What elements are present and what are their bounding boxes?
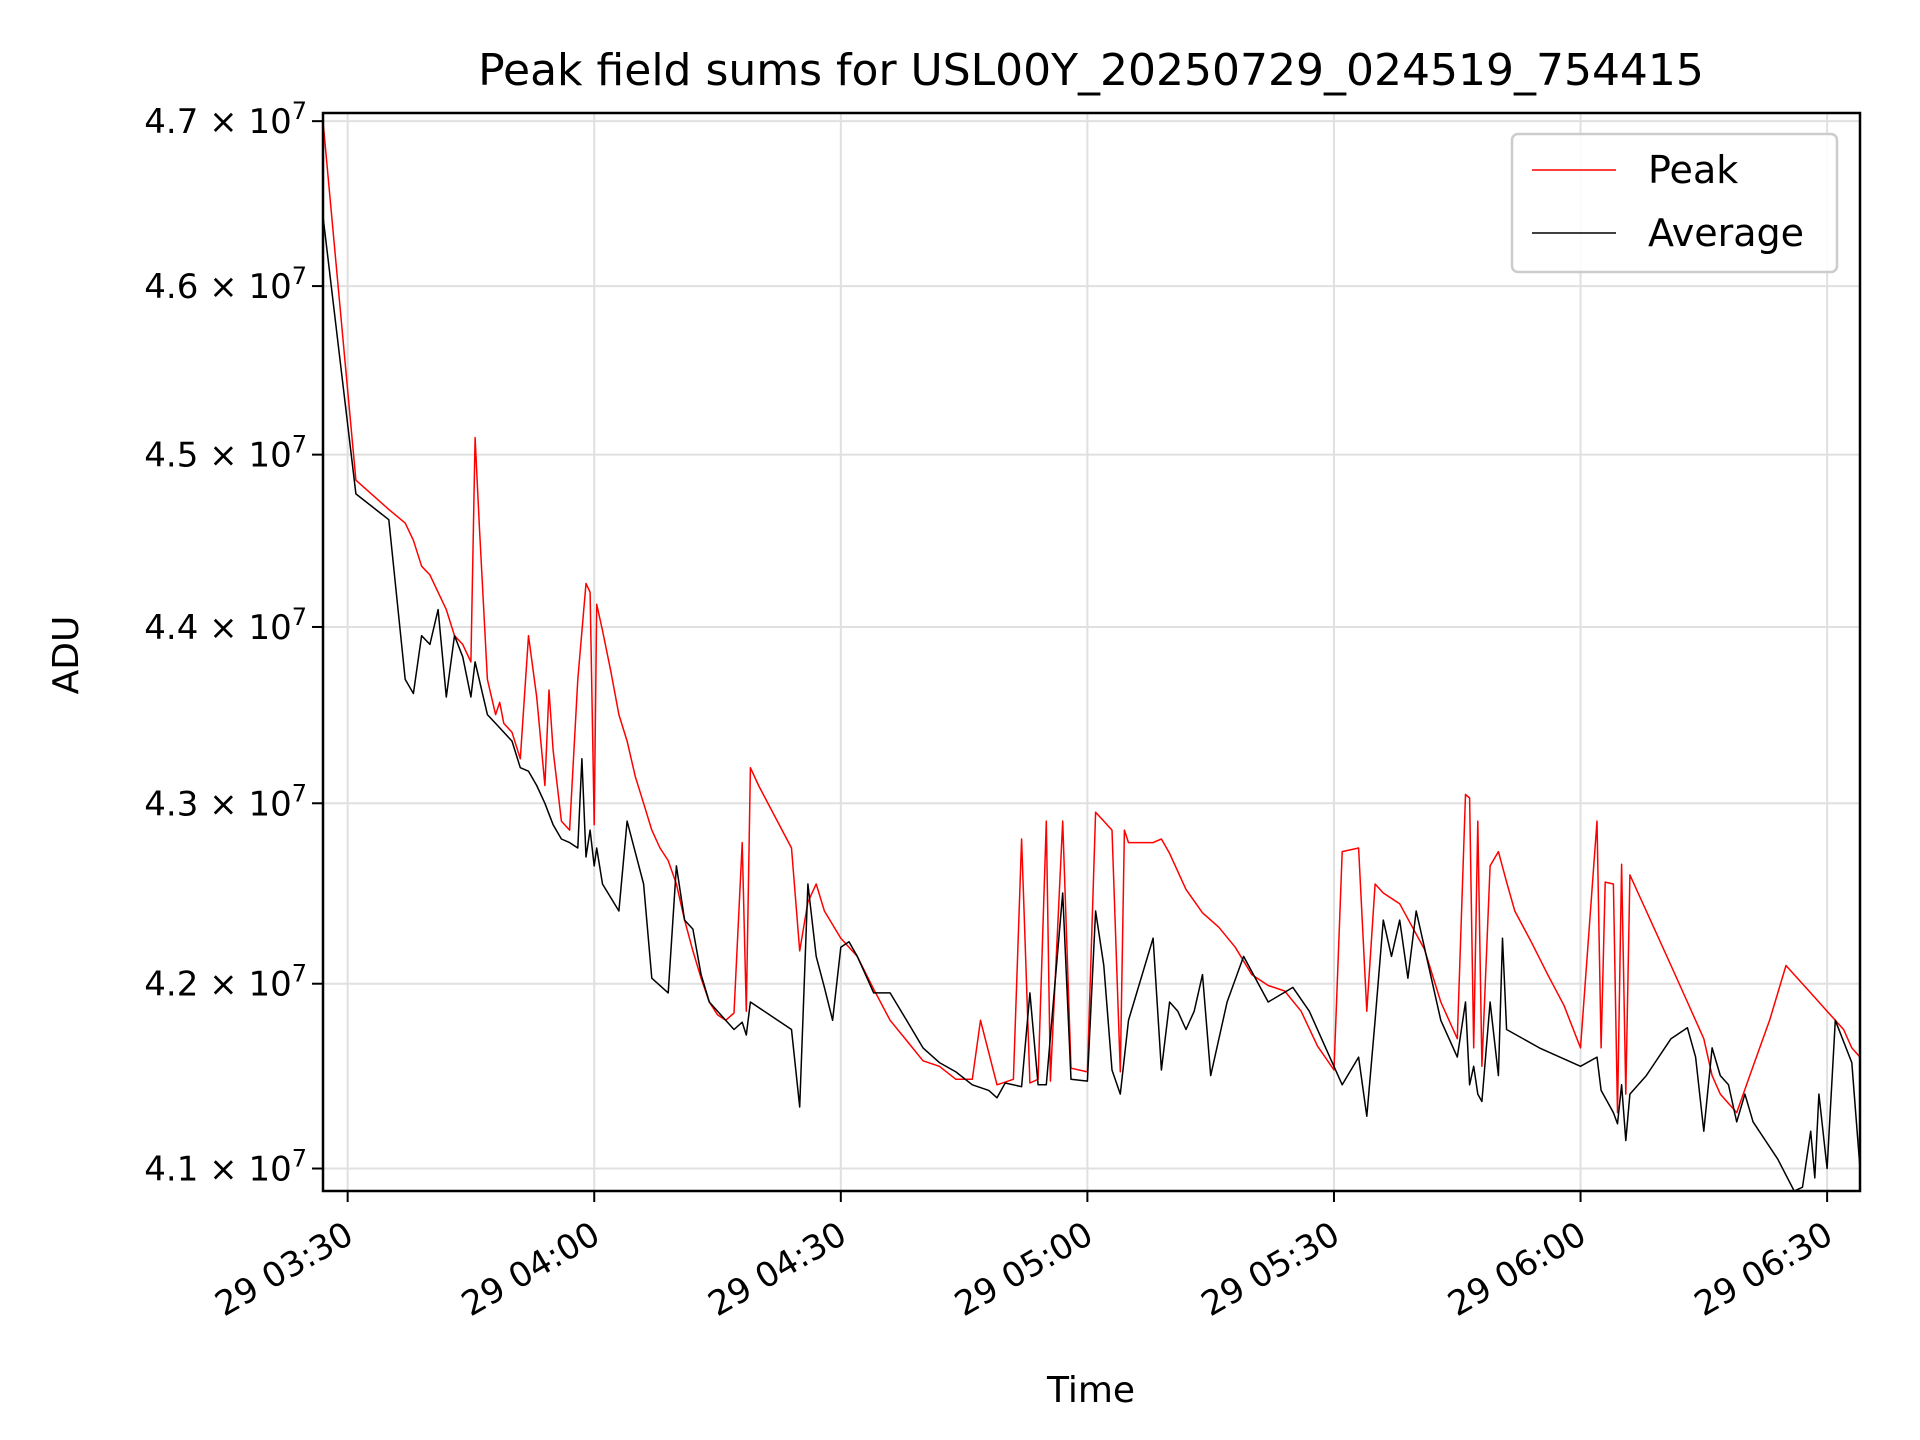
y-tick-label-4.2: 4.2 × 107 bbox=[144, 960, 307, 1005]
series-line-average bbox=[322, 216, 1861, 1192]
x-axis-title: Time bbox=[1046, 1370, 1135, 1411]
y-tick-label-4.5: 4.5 × 107 bbox=[144, 431, 307, 476]
y-tick-label-4.1: 4.1 × 107 bbox=[144, 1145, 307, 1190]
legend-box bbox=[1510, 132, 1839, 274]
y-axis-title: ADU bbox=[46, 616, 87, 695]
legend-label-average: Average bbox=[1648, 211, 1804, 255]
legend-label-peak: Peak bbox=[1648, 148, 1738, 192]
chart-title: Peak field sums for USL00Y_20250729_0245… bbox=[478, 45, 1704, 96]
y-tick-label-4.3: 4.3 × 107 bbox=[144, 779, 307, 824]
series-line-peak bbox=[322, 121, 1861, 1114]
y-tick-label-4.4: 4.4 × 107 bbox=[144, 603, 307, 648]
y-tick-label-4.6: 4.6 × 107 bbox=[144, 262, 307, 307]
plot-frame bbox=[321, 111, 1862, 1193]
y-tick-label-4.7: 4.7 × 107 bbox=[144, 97, 307, 142]
legend: Peak Average bbox=[1510, 132, 1839, 274]
y-axis: 4.1 × 107 4.2 × 107 4.3 × 107 4.4 × 107 4.5 … bbox=[144, 97, 323, 1190]
grid bbox=[323, 113, 1860, 1191]
series-layer bbox=[322, 121, 1861, 1192]
